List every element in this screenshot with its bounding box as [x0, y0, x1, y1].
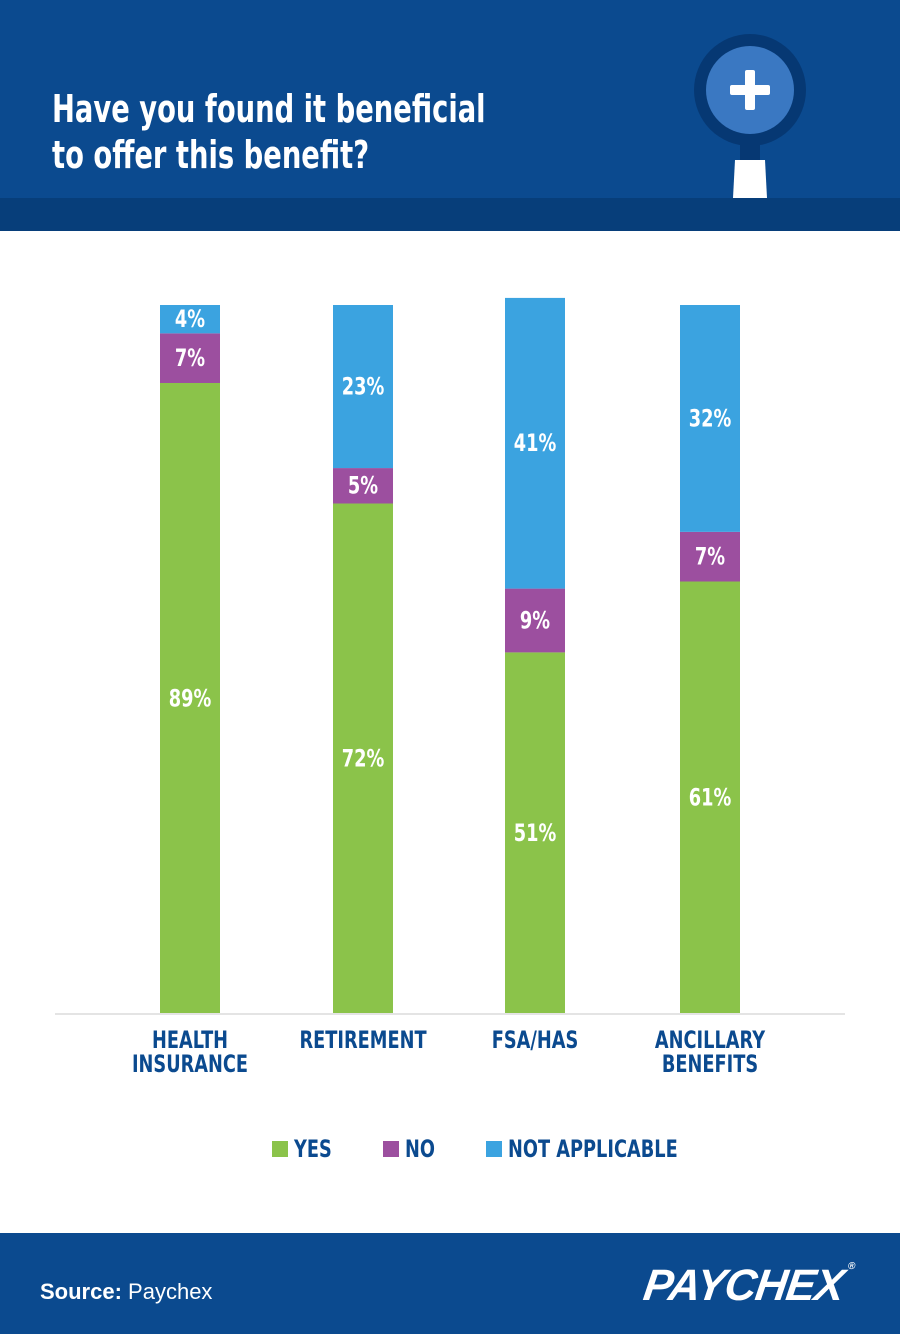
bar-segment-not-applicable: [505, 297, 565, 589]
legend-label: NO: [405, 1134, 435, 1162]
legend-label: NOT APPLICABLE: [508, 1134, 678, 1162]
bar-segment-not-applicable: [160, 305, 220, 334]
data-label: 89%: [169, 684, 212, 712]
header-band: [0, 198, 900, 231]
title-line-2: to offer this benefit?: [52, 133, 370, 177]
title-line-1: Have you found it beneficial: [52, 87, 486, 131]
source-note: Source: Paychex: [40, 1279, 212, 1305]
legend-label: YES: [293, 1134, 332, 1162]
category-label: FSA/HAS: [492, 1025, 579, 1053]
bar-segment-not-applicable: [333, 305, 393, 469]
data-label: 9%: [520, 606, 550, 634]
data-label: 23%: [342, 372, 385, 400]
source-label: Source:: [40, 1279, 122, 1304]
registered-mark: ®: [847, 1261, 856, 1272]
bar-segment-yes: [680, 581, 740, 1014]
bar-segment-no: [333, 468, 393, 504]
magnifier-plus-icon: [694, 34, 806, 198]
footer: Source: Paychex PAYCHEX®: [0, 1233, 900, 1334]
legend-swatch-yes: [272, 1141, 288, 1157]
bar-segment-yes: [505, 652, 565, 1014]
bar-segment-no: [680, 531, 740, 582]
data-label: 4%: [175, 304, 205, 332]
data-label: 51%: [514, 818, 557, 846]
data-label: 5%: [348, 471, 378, 499]
paychex-logo: PAYCHEX®: [641, 1261, 856, 1311]
page-title: Have you found it beneficial to offer th…: [52, 86, 486, 178]
source-value: Paychex: [128, 1279, 213, 1304]
bar-segment-no: [160, 333, 220, 383]
category-label: INSURANCE: [132, 1049, 248, 1077]
category-label: BENEFITS: [662, 1049, 758, 1077]
legend-swatch-not-applicable: [486, 1141, 502, 1157]
legend-swatch-no: [383, 1141, 399, 1157]
bar-segment-no: [505, 588, 565, 653]
data-label: 41%: [514, 428, 557, 456]
bar-segment-yes: [160, 382, 220, 1014]
category-label: RETIREMENT: [299, 1025, 427, 1053]
data-label: 7%: [175, 343, 205, 371]
data-label: 32%: [689, 404, 732, 432]
data-label: 7%: [695, 542, 725, 570]
header: Have you found it beneficial to offer th…: [0, 0, 900, 198]
data-label: 72%: [342, 744, 385, 772]
chart-canvas: 89% 7% 4% 72% 5% 23% 51% 9% 41% 61% 7% 32% HEALTHINS…: [55, 297, 845, 1163]
logo-text: PAYCHEX: [641, 1261, 848, 1310]
bar-segment-yes: [333, 503, 393, 1014]
category-label: ANCILLARY: [655, 1025, 766, 1053]
data-label: 61%: [689, 783, 732, 811]
category-label: HEALTH: [152, 1025, 228, 1053]
bar-segment-not-applicable: [680, 305, 740, 532]
stacked-bar-chart: 89% 7% 4% 72% 5% 23% 51% 9% 41% 61% 7% 32% HEALTH INS…: [0, 231, 900, 1233]
